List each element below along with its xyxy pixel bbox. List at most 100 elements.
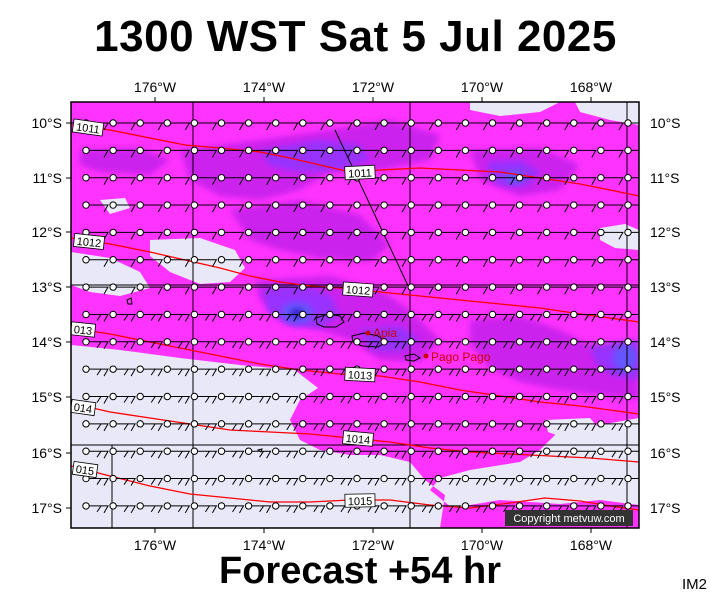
wind-barb [326, 474, 353, 486]
wind-barb [244, 201, 272, 213]
wind-barb [624, 392, 639, 403]
lat-label: 11°S [650, 170, 679, 186]
wind-barb [190, 474, 218, 486]
wind-barb [136, 174, 164, 185]
wind-barb [597, 174, 624, 185]
wind-barb [190, 146, 218, 158]
lat-label: 14°S [31, 334, 62, 350]
wind-barb [217, 201, 245, 213]
wind-barb [326, 420, 353, 432]
wind-barb [488, 338, 516, 350]
wind-barb [82, 338, 109, 350]
wind-barb [407, 420, 435, 432]
wind-barb [136, 256, 164, 267]
wind-barb [380, 283, 407, 295]
wind-barb [434, 474, 462, 486]
apia-marker [365, 330, 371, 336]
wind-barb [109, 310, 136, 322]
wind-barb [217, 283, 245, 295]
wind-barb [163, 310, 191, 322]
wind-barb [380, 338, 407, 350]
wind-barb [353, 119, 380, 131]
wind-barb [624, 283, 639, 291]
lat-label: 12°S [31, 224, 62, 240]
wind-barb [515, 228, 543, 240]
wind-barb [434, 338, 462, 350]
wind-barb [380, 474, 407, 486]
wind-barb [82, 447, 109, 459]
wind-barb [543, 338, 570, 350]
wind-barb [299, 146, 326, 158]
wind-barb [515, 256, 543, 267]
wind-barb [217, 228, 245, 240]
wind-barb [570, 447, 597, 459]
wind-barb [244, 447, 272, 459]
wind-barb [326, 447, 353, 459]
wind-barb [407, 201, 435, 213]
wind-barb [326, 392, 353, 404]
wind-barb [244, 338, 272, 350]
wind-barb [326, 310, 353, 322]
wind-barb [515, 365, 543, 377]
wind-barb [136, 201, 164, 213]
wind-barb [163, 146, 191, 158]
wind-barb [407, 283, 435, 295]
wind-barb [570, 338, 597, 350]
wind-barb [190, 310, 218, 322]
wind-barb [570, 420, 597, 432]
wind-barb [434, 392, 462, 404]
wind-barb [136, 146, 164, 158]
wind-barb [299, 119, 326, 131]
wind-barb [272, 174, 299, 185]
wind-barb [407, 228, 435, 240]
isobar-labels: 1011 1011 1012 1012 013 1013 014 1014 01… [71, 118, 376, 508]
wind-barb [82, 502, 109, 514]
wind-barb [434, 283, 462, 295]
wind-barb [488, 310, 516, 322]
wind-barb [515, 283, 543, 295]
wind-barb [543, 420, 570, 432]
wind-barb [597, 338, 624, 350]
wind-barb [488, 119, 516, 131]
wind-barb [190, 119, 218, 131]
wind-barb [190, 256, 218, 267]
wind-barb [163, 474, 191, 486]
forecast-hour-label: Forecast +54 hr [219, 550, 501, 592]
lat-label: 11°S [33, 170, 62, 186]
wind-barb [217, 338, 245, 350]
wind-barb [299, 502, 326, 514]
wind-barb [272, 228, 299, 240]
wind-barb [461, 338, 489, 350]
wind-barb [109, 228, 136, 240]
isobar-label: 015 [75, 464, 95, 478]
wind-barb [272, 283, 299, 295]
wind-barb [434, 119, 462, 131]
wind-barb [570, 228, 597, 240]
wind-barb [434, 228, 462, 240]
lat-label: 16°S [31, 445, 62, 461]
wind-barb [272, 256, 299, 267]
wind-barb [488, 146, 516, 158]
lat-label: 13°S [31, 279, 62, 295]
wind-barb [136, 392, 164, 404]
wind-barb [461, 201, 489, 213]
wind-barb [488, 392, 516, 404]
wind-barb [299, 447, 326, 459]
isobar-label: 1014 [345, 433, 370, 447]
wind-barb [82, 283, 109, 295]
wind-barb [136, 474, 164, 486]
wind-barb [82, 474, 109, 486]
wind-barb [109, 392, 136, 404]
wind-barb [461, 392, 489, 404]
wind-barb [570, 174, 597, 185]
wind-barb [434, 447, 462, 459]
wind-barb [109, 201, 136, 213]
longitude-labels-bottom: 176°W 174°W 172°W 170°W 168°W [134, 537, 613, 553]
wind-barb [217, 365, 245, 377]
wind-barb [299, 310, 326, 322]
lat-label: 14°S [650, 334, 681, 350]
wind-barb [299, 174, 326, 185]
wind-barb [217, 474, 245, 486]
